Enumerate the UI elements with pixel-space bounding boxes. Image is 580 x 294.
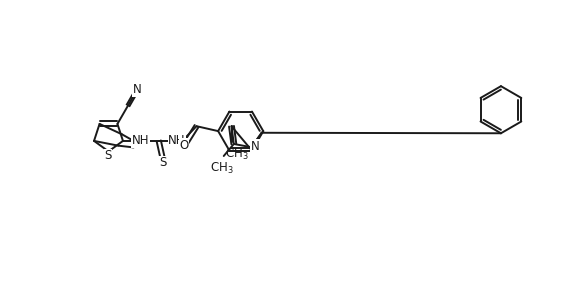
Text: NH: NH bbox=[168, 134, 186, 147]
Text: O: O bbox=[179, 139, 188, 152]
Text: CH$_3$: CH$_3$ bbox=[224, 147, 248, 162]
Text: CH$_3$: CH$_3$ bbox=[210, 161, 234, 176]
Text: N: N bbox=[133, 83, 142, 96]
Text: S: S bbox=[104, 149, 112, 162]
Text: NH: NH bbox=[132, 134, 150, 147]
Text: N: N bbox=[251, 140, 259, 153]
Text: S: S bbox=[159, 156, 166, 169]
